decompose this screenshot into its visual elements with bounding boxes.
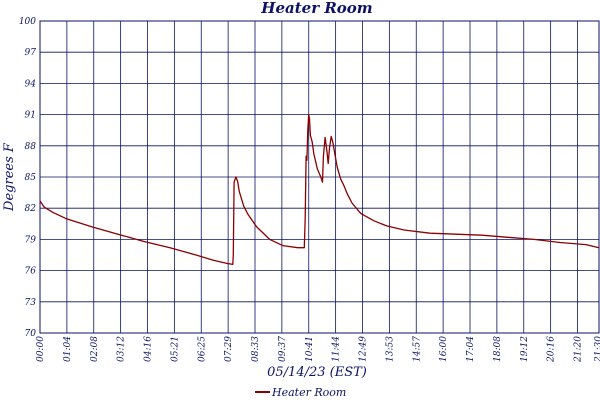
y-tick-label: 73 (25, 298, 37, 308)
y-tick-label: 79 (25, 235, 37, 245)
y-tick-label: 88 (25, 142, 37, 152)
x-tick-label: 08:33 (251, 336, 261, 362)
x-tick-label: 02:08 (90, 336, 100, 362)
series-layer (39, 113, 600, 266)
x-tick-label: 18:08 (493, 336, 503, 362)
x-tick-label: 12:49 (359, 336, 369, 362)
x-tick-label: 06:25 (197, 336, 207, 362)
series-line-heater-room (39, 113, 600, 266)
x-tick-label: 07:29 (224, 336, 234, 362)
y-tick-label: 70 (25, 329, 37, 339)
y-tick-label: 91 (25, 111, 36, 121)
x-tick-label: 13:53 (385, 336, 395, 362)
x-tick-label: 09:37 (278, 336, 288, 362)
y-tick-label: 100 (19, 17, 36, 27)
grid (40, 21, 599, 333)
x-tick-label: 10:41 (305, 336, 315, 362)
x-tick-label: 16:00 (439, 336, 449, 362)
x-tick-label: 05:21 (170, 336, 180, 362)
x-tick-label: 01:04 (63, 336, 73, 362)
x-tick-label: 21:30 (594, 336, 600, 363)
x-tick-label: 21:20 (574, 336, 584, 363)
y-tick-label: 85 (25, 173, 37, 183)
x-axis-title: 05/14/23 (EST) (267, 365, 367, 380)
x-tick-label: 19:12 (520, 336, 530, 362)
y-tick-label: 76 (25, 267, 37, 277)
x-tick-label: 14:57 (412, 336, 422, 362)
y-tick-label: 82 (25, 204, 37, 214)
x-tick-label: 00:00 (36, 336, 46, 362)
y-tick-label: 97 (25, 48, 37, 58)
x-axis-ticks: 00:00 01:04 02:08 03:12 04:16 05:21 06:25 07:29… (36, 336, 600, 363)
x-tick-label: 20:16 (547, 336, 557, 363)
y-axis-ticks: 70 73 76 79 82 85 88 91 94 97 100 (19, 17, 36, 339)
chart-title: Heater Room (260, 0, 372, 17)
legend: Heater Room (255, 386, 346, 399)
plot-frame (39, 20, 600, 334)
y-axis-title: Degrees F (2, 142, 17, 212)
x-tick-label: 04:16 (144, 336, 154, 362)
x-tick-label: 03:12 (117, 336, 127, 362)
y-tick-label: 94 (25, 79, 37, 89)
x-tick-label: 17:04 (466, 336, 476, 362)
legend-label: Heater Room (271, 386, 346, 399)
x-tick-label: 11:44 (332, 336, 342, 362)
